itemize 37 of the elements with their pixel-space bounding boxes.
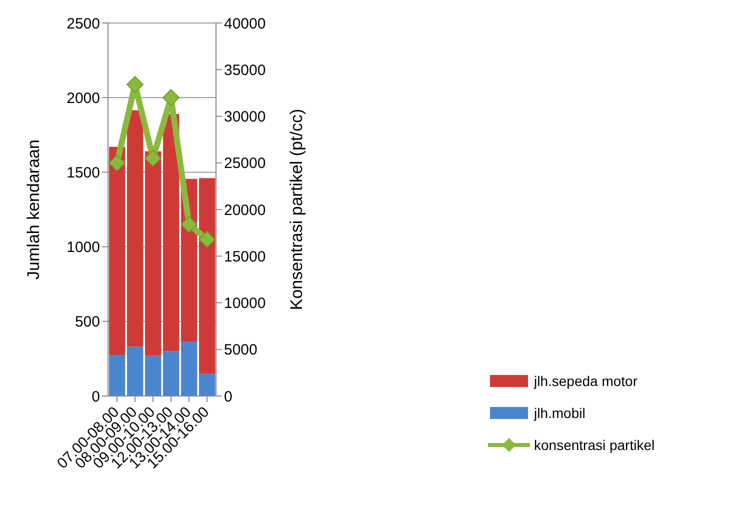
y2-tick-label: 0 (224, 388, 232, 406)
bar (145, 151, 162, 356)
y-tick-label: 500 (74, 314, 100, 331)
bar (127, 110, 144, 347)
bar (199, 374, 216, 396)
y2-tick-label: 15000 (224, 248, 266, 266)
bar (199, 178, 216, 374)
y2-tick-label: 20000 (224, 202, 266, 219)
legend-label: jlh.mobil (534, 405, 586, 421)
y-tick-label: 1500 (66, 164, 100, 182)
y-tick-label: 1000 (66, 239, 100, 256)
point (108, 154, 126, 172)
y2-tick-label: 30000 (224, 108, 266, 126)
y-tick-label: 2000 (66, 90, 100, 107)
legend-label: konsentrasi partikel (534, 437, 655, 453)
y-tick-label: 0 (92, 388, 100, 406)
bar (109, 354, 126, 396)
y2-tick-label: 40000 (224, 15, 266, 32)
legend-label: jlh.sepeda motor (534, 373, 638, 389)
bar (145, 356, 162, 396)
y-tick-label: 2500 (66, 15, 100, 32)
bar (163, 114, 180, 352)
bar (127, 346, 144, 396)
y2-tick-label: 35000 (224, 62, 266, 79)
bar (163, 351, 180, 396)
y2-tick-label: 10000 (224, 295, 266, 312)
y2-axis-title: Konsentrasi partikel (pt/cc) (287, 108, 306, 310)
y2-tick-label: 25000 (224, 155, 266, 172)
point (144, 150, 162, 167)
point (198, 230, 216, 248)
point (126, 76, 144, 94)
y-axis-title: Jumlah kendaraan (24, 140, 44, 280)
point (162, 89, 180, 106)
bar (109, 146, 126, 355)
point (180, 216, 198, 233)
y2-tick-label: 5000 (224, 342, 258, 359)
bar (181, 342, 198, 396)
